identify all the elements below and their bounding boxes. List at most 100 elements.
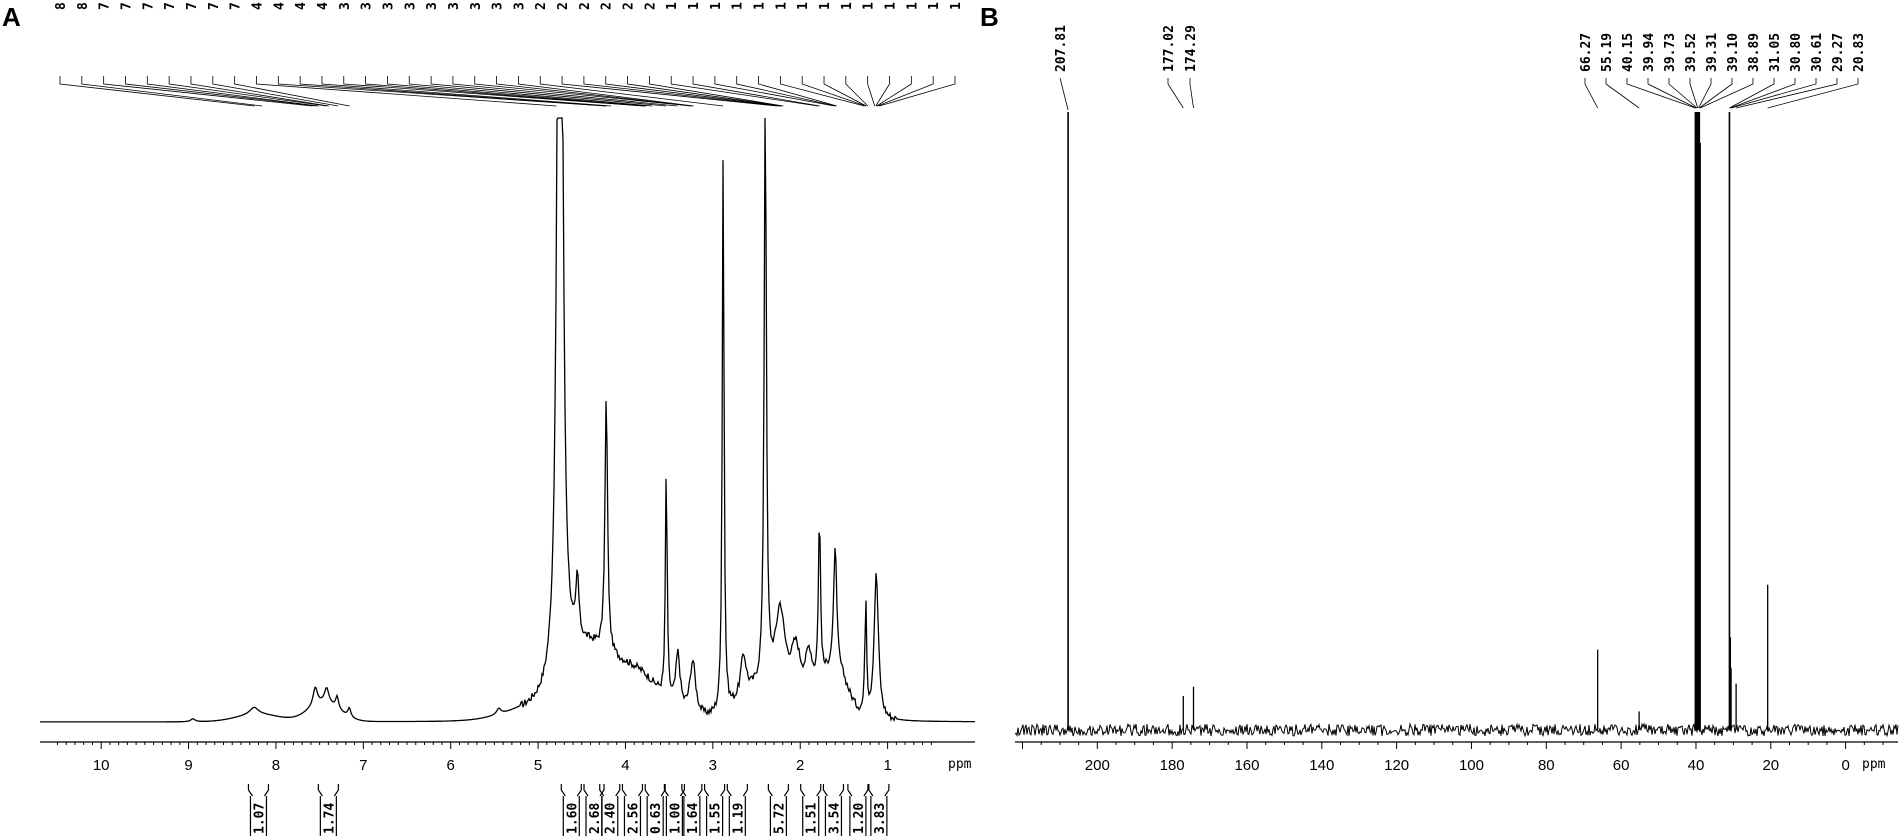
panel-b-peak-label: 29.27 [1831,33,1846,72]
panel-a-peak-label: 4.218 [294,0,309,10]
panel-a-label-connector [758,76,837,107]
panel-a-integral-value: 3.54 [827,803,842,834]
panel-a-integral-value: 1.19 [731,803,746,834]
panel-a-peak-label: 1.096 [949,0,964,10]
panel-b-peak-label: 39.52 [1684,33,1699,72]
panel-a-integrals: 1.07 1.74 1.60 2.68 2.40 2.56 0.63 1.00 1.64 1.55… [247,784,890,836]
panel-b-label-connector [1189,78,1194,109]
panel-b-peak-label: 39.10 [1726,33,1741,72]
panel-b-label-connector [1699,78,1754,109]
panel-a-peak-label: 3.533 [425,0,440,10]
panel-a-label-connector [627,76,783,107]
panel-a-label-connector [234,76,350,107]
panel-b-label-connector [1730,78,1817,109]
panel-a-peak-label: 2.208 [622,0,637,10]
panel-a-integral-bracket [644,784,666,797]
panel-a-label-connector [190,76,329,107]
panel-a-peak-label: 1.778 [687,0,702,10]
panel-b-peak-label: 30.61 [1810,33,1825,72]
panel-b-label-connector [1699,78,1733,109]
panel-a-label-connector [867,76,876,107]
panel-b-label-connector [1689,78,1699,109]
panel-b-label-connector [1059,77,1069,111]
panel-a-label-connector [539,76,724,107]
panel-b-label-connector [1729,78,1775,109]
panel-b-tick-label: 0 [1841,757,1849,774]
panel-b-peak-label: 31.05 [1768,33,1783,72]
panel-b-13c-nmr: B 207.81 177.02 174.29 66.27 55.19 40.15 39.94… [980,2,1899,774]
panel-a-axis-unit: ppm [948,757,972,772]
panel-a-peak-label: 3.234 [491,0,506,10]
panel-b-peak-label: 30.80 [1789,33,1804,72]
panel-a-tick-label: 1 [883,757,891,774]
panel-a-tick-label: 5 [534,757,542,774]
panel-a-tick-label: 3 [709,757,717,774]
panel-a-label-connector [736,76,836,107]
panel-a-integral-bracket [583,784,605,797]
panel-a-tick-label: 7 [359,757,367,774]
panel-a-peak-label: 8.156 [76,0,91,10]
panel-a-label-connector [365,76,645,107]
panel-a-peak-label: 2.882 [534,0,549,10]
panel-b-label-connectors [1059,77,1859,111]
panel-a-1h-nmr: A 8.246 8.156 7.582 7.532 7.514 7.419 7.396 7.2… [2,0,975,836]
panel-a-integral-bracket [560,784,582,797]
panel-b-peak-label: 39.73 [1663,33,1678,72]
panel-a-label-connector [321,76,612,107]
panel-a-label-connector [714,76,835,107]
panel-a-label-connector [256,76,557,107]
panel-b-tick-label: 140 [1309,757,1334,774]
panel-a-peak-label: 1.249 [796,0,811,10]
panel-a-peak-label: 1.267 [774,0,789,10]
panel-a-label-connector [474,76,692,107]
panel-a-label-connector [845,76,869,107]
panel-a-label-connector [343,76,644,107]
panel-a-label-connector [430,76,667,107]
panel-a-integral-bracket [822,784,845,797]
panel-a-integral-value: 1.55 [709,803,724,834]
panel-a-peak-label: 1.593 [731,0,746,10]
panel-a-integral-value: 1.51 [805,803,820,834]
panel-a-peak-label: 8.246 [54,0,69,10]
panel-a-label-connector [277,76,606,107]
panel-b-peak-label: 38.89 [1747,33,1762,72]
panel-b-tick-label: 100 [1459,757,1484,774]
panel-b-peak-label: 39.31 [1705,33,1720,72]
panel-a-peak-label: 2.194 [643,0,658,10]
panel-a-integral-bracket [868,784,890,797]
panel-a-integral-value: 1.74 [322,803,337,834]
panel-a-peak-label: 4.165 [316,0,331,10]
panel-a-integral-value: 5.72 [772,803,787,834]
panel-b-label-connector [1167,78,1184,109]
panel-a-peak-label: 1.148 [862,0,877,10]
panel-b-letter: B [980,2,999,32]
panel-a-label-connector [81,76,263,107]
panel-a-peak-label: 2.239 [578,0,593,10]
panel-a-peak-label: 7.396 [185,0,200,10]
panel-a-integral-bracket [317,784,339,797]
panel-a-peak-label: 3.221 [512,0,527,10]
panel-a-peak-label: 7.514 [141,0,156,10]
panel-a-label-connector [561,76,778,107]
panel-a-integral-bracket [247,784,270,797]
panel-a-integral-value: 3.83 [873,803,888,834]
panel-b-label-connector [1605,78,1640,109]
panel-b-baseline-noise [1014,722,1899,738]
panel-b-tick-label: 200 [1085,757,1110,774]
panel-a-label-connector [875,76,890,107]
panel-a-label-connector [801,76,866,107]
panel-a-label-connector [125,76,317,107]
panel-a-label-connector [670,76,819,107]
panel-a-peak-label: 7.288 [207,0,222,10]
panel-a-label-connector [823,76,867,107]
panel-b-x-axis: 200 180 160 140 120 100 80 60 40 20 0 ppm [1015,741,1898,774]
panel-a-peak-label: 4.790 [250,0,265,10]
panel-a-peak-label: 1.796 [665,0,680,10]
panel-a-integral-bracket [703,784,726,797]
panel-a-tick-label: 2 [796,757,804,774]
panel-b-peak-label: 174.29 [1184,25,1199,72]
panel-b-tick-label: 120 [1384,757,1409,774]
panel-a-integral-value: 1.07 [252,803,267,834]
panel-a-peak-label: 7.158 [229,0,244,10]
